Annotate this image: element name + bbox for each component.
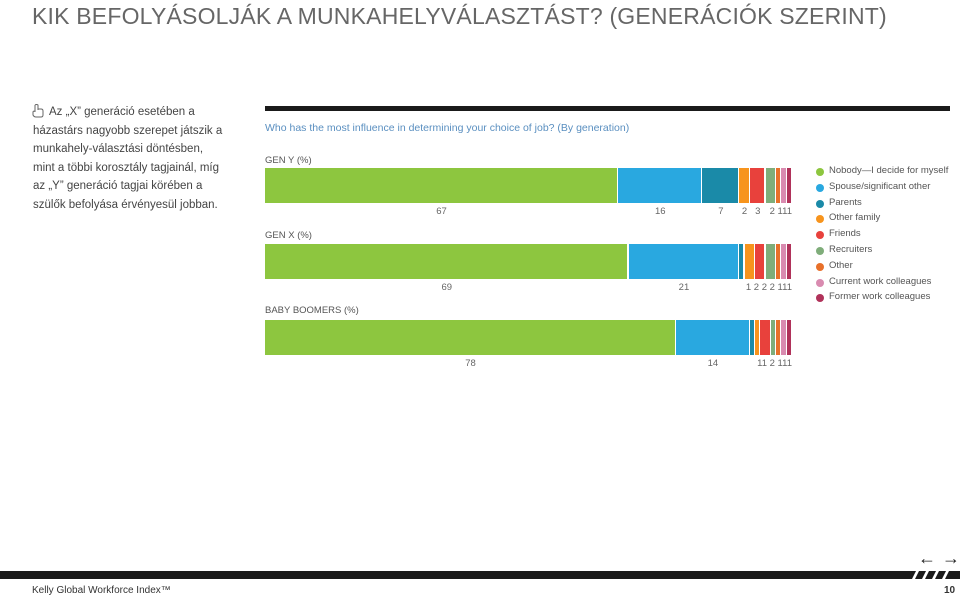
bar-segment bbox=[265, 244, 628, 279]
bar-segment bbox=[776, 320, 781, 355]
legend-swatch bbox=[816, 183, 824, 192]
legend-label: Friends bbox=[829, 228, 861, 240]
legend-label: Nobody—I decide for myself bbox=[829, 165, 949, 176]
data-label: 14 bbox=[707, 358, 719, 369]
prev-arrow-icon[interactable]: ← bbox=[918, 548, 936, 568]
page-number: 10 bbox=[944, 585, 956, 596]
legend-label: Parents bbox=[829, 196, 862, 208]
legend-swatch bbox=[816, 246, 824, 255]
data-label: 2 111 bbox=[769, 206, 792, 217]
legend-swatch bbox=[816, 168, 824, 176]
legend-label: Current work colleagues bbox=[829, 275, 932, 287]
bar-segment bbox=[786, 244, 791, 279]
legend-swatch bbox=[816, 294, 824, 303]
bar-segment bbox=[618, 168, 702, 203]
data-label: 78 bbox=[465, 358, 476, 369]
legend-label: Spouse/significant other bbox=[829, 180, 931, 192]
bar-segment bbox=[776, 168, 781, 203]
data-label: 16 bbox=[654, 206, 666, 217]
bar-segment bbox=[786, 168, 791, 203]
bar-segment bbox=[765, 244, 775, 279]
bar-segment bbox=[755, 320, 760, 355]
data-label: 3 bbox=[755, 206, 761, 217]
legend-label: Other bbox=[829, 259, 853, 271]
data-label: 21 bbox=[678, 282, 690, 293]
chart-title: Who has the most influence in determinin… bbox=[265, 122, 630, 134]
bar-segment bbox=[744, 244, 754, 279]
bar-segment bbox=[781, 168, 786, 203]
legend-swatch bbox=[816, 199, 824, 208]
category-label: GEN X (%) bbox=[265, 230, 312, 241]
chart-top-rule bbox=[265, 106, 950, 111]
stacked-bar bbox=[265, 320, 792, 355]
stacked-bar bbox=[265, 168, 792, 203]
legend-label: Former work colleagues bbox=[829, 291, 931, 303]
bullet-note: Az „X” generáció esetében a házastárs na… bbox=[32, 103, 223, 215]
legend-swatch bbox=[816, 262, 824, 271]
data-label: 69 bbox=[441, 282, 453, 293]
category-label: GEN Y (%) bbox=[265, 155, 312, 166]
legend-swatch bbox=[816, 278, 824, 287]
legend-label: Recruiters bbox=[829, 243, 873, 255]
bar-segment bbox=[265, 320, 675, 355]
data-label: 7 bbox=[718, 206, 724, 217]
bar-segment bbox=[765, 168, 775, 203]
bar-segment bbox=[786, 320, 791, 355]
bar-segment bbox=[739, 168, 749, 203]
bar-segment bbox=[755, 244, 765, 279]
bullet-text: Az „X” generáció esetében a házastárs na… bbox=[33, 106, 223, 211]
next-arrow-icon[interactable]: → bbox=[942, 548, 960, 568]
data-label: 2 bbox=[741, 206, 748, 217]
bar-segment bbox=[749, 320, 754, 355]
bar-segment bbox=[770, 320, 775, 355]
legend-swatch bbox=[816, 215, 824, 224]
bar-segment bbox=[760, 320, 770, 355]
data-label: 11 2 111 bbox=[757, 358, 792, 369]
bar-segment bbox=[739, 244, 744, 279]
legend-label: Other family bbox=[829, 212, 881, 224]
bar-segment bbox=[628, 244, 739, 279]
category-label: BABY BOOMERS (%) bbox=[265, 305, 359, 316]
pointing-hand-icon bbox=[32, 104, 44, 118]
bar-segment bbox=[781, 320, 786, 355]
bar-segment bbox=[776, 244, 781, 279]
bar-segment bbox=[265, 168, 617, 203]
page-title: KIK BEFOLYÁSOLJÁK A MUNKAHELYVÁLASZTÁST?… bbox=[32, 3, 887, 29]
footer-rule bbox=[0, 571, 960, 579]
data-label: 1 2 2 2 111 bbox=[745, 282, 792, 293]
legend-swatch bbox=[816, 231, 824, 240]
bar-segment bbox=[676, 320, 749, 355]
stacked-bar bbox=[265, 244, 792, 279]
bar-segment bbox=[702, 168, 739, 203]
bar-segment bbox=[749, 168, 765, 203]
footer-text: Kelly Global Workforce Index™ bbox=[32, 585, 171, 596]
bar-segment bbox=[781, 244, 786, 279]
data-label: 67 bbox=[436, 206, 447, 217]
stripe-decoration-icon bbox=[906, 571, 960, 579]
